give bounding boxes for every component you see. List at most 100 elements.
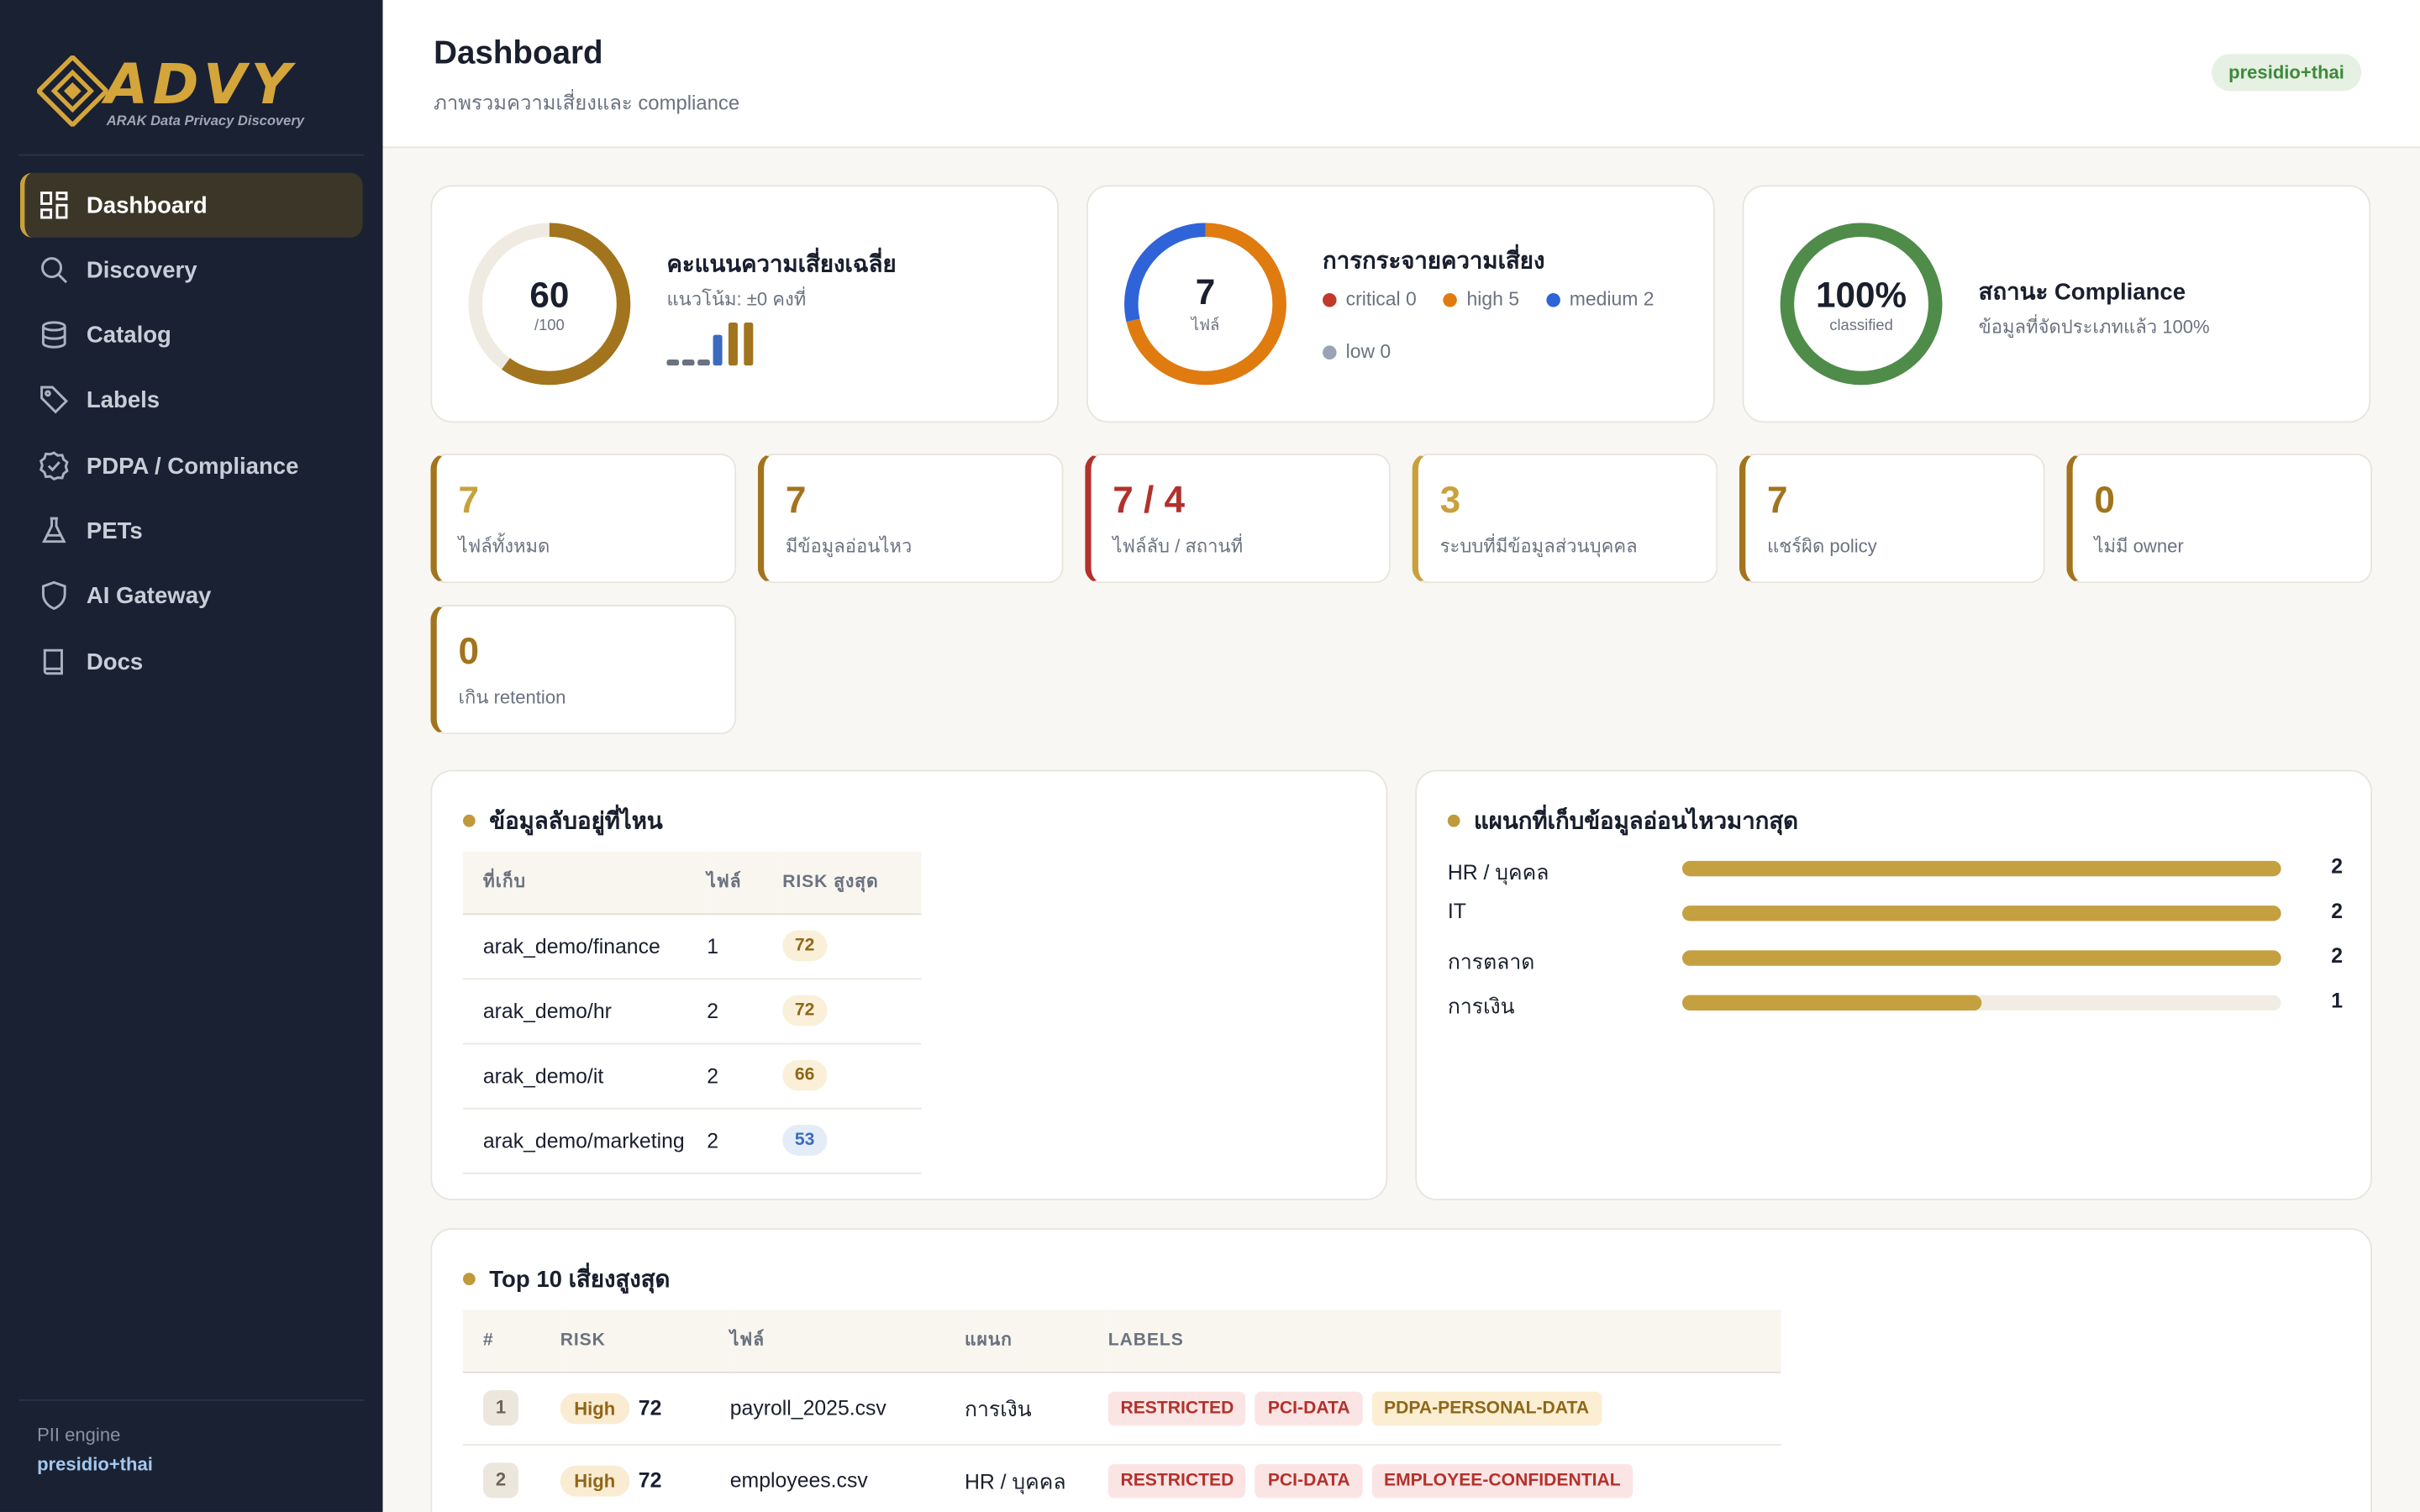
bar-fill xyxy=(1682,950,2281,966)
departments-title: แผนกที่เก็บข้อมูลอ่อนไหวมากสุด xyxy=(1447,802,1798,839)
locations-table: ที่เก็บ ไฟล์ RISK สูงสุด arak_demo/finan… xyxy=(463,851,922,1173)
bar-fill xyxy=(1682,906,2281,921)
sparkline-bar xyxy=(744,322,754,366)
stat-value: 7 xyxy=(458,480,480,522)
compliance-donut xyxy=(1780,223,1943,386)
locations-card: ข้อมูลลับอยู่ที่ไหน ที่เก็บ ไฟล์ RISK สู… xyxy=(430,769,1388,1200)
shield-icon xyxy=(39,580,70,612)
divider xyxy=(18,154,365,156)
table-row[interactable]: arak_demo/hr 2 72 xyxy=(463,978,922,1044)
logo-title: ADVY xyxy=(104,54,297,118)
table-row[interactable]: arak_demo/finance 1 72 xyxy=(463,913,922,979)
label-badge: PDPA-PERSONAL-DATA xyxy=(1371,1390,1602,1425)
top-risks-table: # RISK ไฟล์ แผนก LABELS 1 High 72 payroll… xyxy=(463,1310,1781,1512)
stat-value: 0 xyxy=(2094,480,2115,522)
department-count: 1 xyxy=(2331,989,2344,1012)
file-cell[interactable]: payroll_2025.csv xyxy=(729,1371,965,1446)
advy-logo[interactable]: ADVY ARAK Data Privacy Discovery xyxy=(37,52,345,133)
file-cell[interactable]: employees.csv xyxy=(729,1444,965,1512)
book-icon xyxy=(39,647,70,678)
logo-subtitle: ARAK Data Privacy Discovery xyxy=(106,113,304,129)
compliance-unit: classified xyxy=(1829,317,1893,334)
department-count: 2 xyxy=(2331,944,2344,968)
bar-track xyxy=(1682,950,2281,966)
sidebar-item-docs[interactable]: Docs xyxy=(20,629,363,694)
sparkline-bar xyxy=(666,359,680,366)
risk-badge: 72 xyxy=(782,930,828,962)
label-badge: EMPLOYEE-CONFIDENTIAL xyxy=(1371,1463,1634,1498)
sidebar-item-discovery[interactable]: Discovery xyxy=(20,238,363,302)
check-badge-icon xyxy=(39,450,70,481)
stat-card-secret-locations[interactable]: 7 / 4 ไฟล์ลับ / สถานที่ xyxy=(1085,453,1391,584)
risk-trend-sparkline xyxy=(666,322,754,366)
page-header: Dashboard ภาพรวมความเสี่ยงและ compliance… xyxy=(382,0,2420,149)
location-cell: arak_demo/marketing xyxy=(463,1107,708,1173)
stat-card-no-owner[interactable]: 0 ไม่มี owner xyxy=(2066,453,2373,584)
risk-legend: critical 0 high 5 medium 2 low 0 xyxy=(1323,273,1693,378)
sidebar-item-label: Catalog xyxy=(86,321,171,349)
risk-distribution-center: 7 ไฟล์ xyxy=(1122,221,1288,387)
bar-track xyxy=(1682,906,2281,921)
compliance-subtitle: ข้อมูลที่จัดประเภทแล้ว 100% xyxy=(1978,316,2210,339)
pii-engine-label: PII engine xyxy=(37,1424,121,1446)
sidebar-item-catalog[interactable]: Catalog xyxy=(20,302,363,367)
risk-cell: High 72 xyxy=(560,1371,730,1446)
legend-label: critical 0 xyxy=(1345,288,1417,311)
table-row[interactable]: arak_demo/marketing 2 53 xyxy=(463,1107,922,1173)
risk-distribution-title: การกระจายความเสี่ยง xyxy=(1323,248,1545,275)
sidebar-item-pets[interactable]: PETs xyxy=(20,498,363,563)
department-label: HR / บุคคล xyxy=(1447,860,1549,885)
stat-card-policy-violations[interactable]: 7 แชร์ผิด policy xyxy=(1739,453,2045,584)
files-cell: 2 xyxy=(707,1042,783,1109)
label-badge: PCI-DATA xyxy=(1255,1463,1363,1498)
risk-score-center: 60 /100 xyxy=(466,221,633,387)
table-row[interactable]: arak_demo/it 2 66 xyxy=(463,1042,922,1109)
label-badge: RESTRICTED xyxy=(1107,1463,1247,1498)
stat-card-sensitive[interactable]: 7 มีข้อมูลอ่อนไหว xyxy=(757,453,1064,584)
dept-cell: การเงิน xyxy=(964,1371,1108,1446)
sidebar: ADVY ARAK Data Privacy Discovery Dashboa… xyxy=(0,0,383,1512)
sidebar-item-dashboard[interactable]: Dashboard xyxy=(19,172,363,238)
legend-low: low 0 xyxy=(1323,326,1391,378)
department-bar-row: การตลาด 2 xyxy=(1448,941,2343,974)
risk-score: 72 xyxy=(638,1395,662,1419)
label-badge: RESTRICTED xyxy=(1107,1390,1247,1425)
section-title-text: ข้อมูลลับอยู่ที่ไหน xyxy=(489,808,663,835)
legend-dot xyxy=(1443,292,1458,307)
tag-icon xyxy=(39,384,70,415)
stat-card-pii-systems[interactable]: 3 ระบบที่มีข้อมูลส่วนบุคคล xyxy=(1412,453,1718,584)
sidebar-item-ai-gateway[interactable]: AI Gateway xyxy=(20,563,363,627)
sidebar-item-labels[interactable]: Labels xyxy=(20,367,363,432)
rank-cell: 2 xyxy=(463,1444,560,1512)
column-header: RISK สูงสุด xyxy=(782,851,922,915)
rank-badge: 2 xyxy=(482,1462,519,1499)
rank-cell: 1 xyxy=(463,1371,560,1446)
department-count: 2 xyxy=(2331,899,2344,923)
risk-score-trend: แนวโน้ม: ±0 คงที่ xyxy=(666,288,807,311)
department-bar-row: IT 2 xyxy=(1448,896,2343,930)
department-label: การเงิน xyxy=(1447,995,1515,1019)
table-row[interactable]: 2 High 72 employees.csv HR / บุคคล RESTRI… xyxy=(463,1444,1781,1512)
risk-badge: 53 xyxy=(782,1124,828,1156)
sidebar-item-pdpa-compliance[interactable]: PDPA / Compliance xyxy=(20,433,363,498)
sidebar-item-label: Labels xyxy=(86,386,160,413)
dept-cell: HR / บุคคล xyxy=(964,1444,1108,1512)
legend-critical: critical 0 xyxy=(1323,273,1417,325)
stat-label: ไม่มี owner xyxy=(2094,535,2184,558)
table-row[interactable]: 1 High 72 payroll_2025.csv การเงิน RESTRI… xyxy=(463,1371,1781,1446)
bar-fill xyxy=(1682,860,2281,877)
risk-score-donut xyxy=(468,223,631,386)
location-cell: arak_demo/hr xyxy=(463,978,708,1044)
legend-medium: medium 2 xyxy=(1546,273,1655,325)
column-header: # xyxy=(463,1310,560,1373)
bullet-icon xyxy=(463,1273,476,1285)
sidebar-item-label: AI Gateway xyxy=(86,582,212,609)
sidebar-item-label: PDPA / Compliance xyxy=(86,453,299,480)
stat-value: 3 xyxy=(1439,480,1461,522)
stat-card-over-retention[interactable]: 0 เกิน retention xyxy=(430,604,737,735)
risk-cell: 66 xyxy=(782,1042,922,1109)
main-content: Dashboard ภาพรวมความเสี่ยงและ compliance… xyxy=(382,0,2420,1512)
department-label: IT xyxy=(1447,899,1466,923)
stat-card-total-files[interactable]: 7 ไฟล์ทั้งหมด xyxy=(430,453,737,584)
legend-label: low 0 xyxy=(1345,340,1392,363)
